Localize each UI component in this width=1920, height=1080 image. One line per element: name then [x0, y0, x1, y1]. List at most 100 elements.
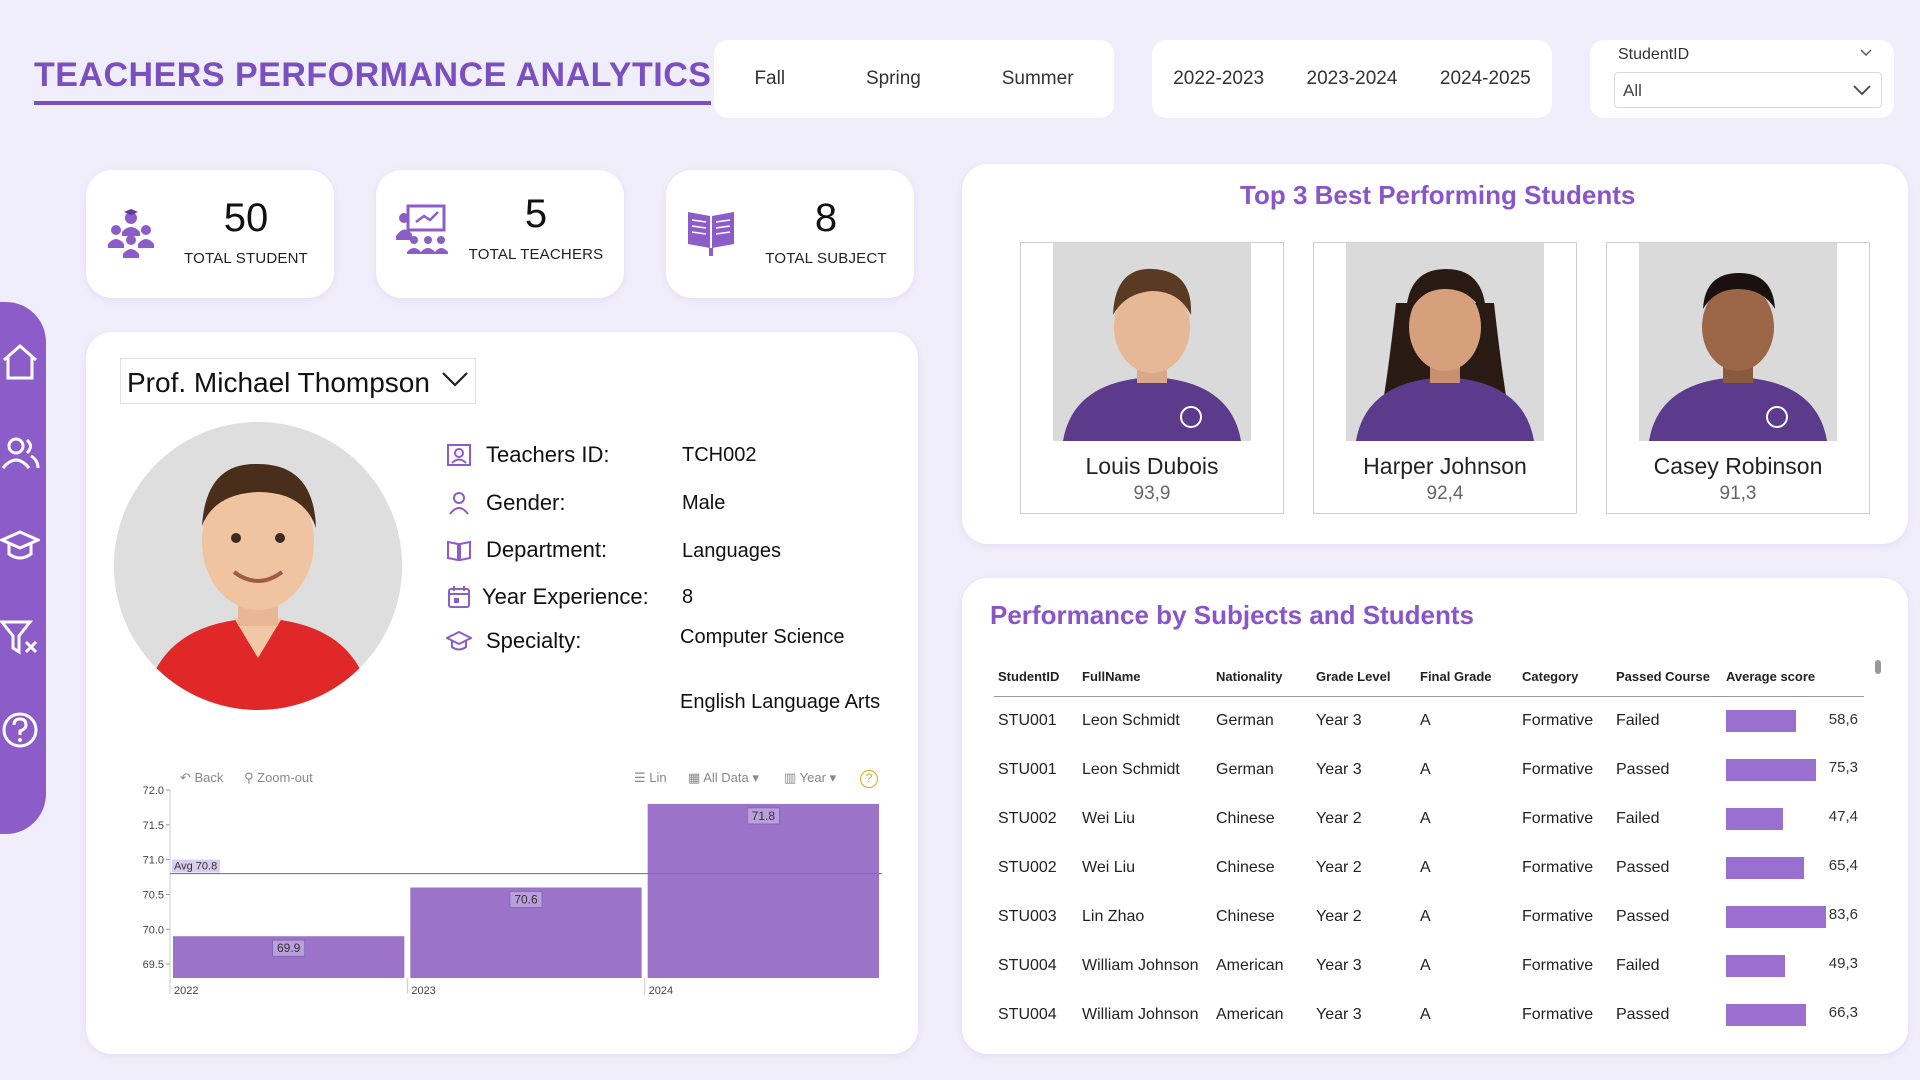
student-name: Harper Johnson — [1363, 453, 1527, 479]
student-name: Casey Robinson — [1653, 453, 1823, 479]
kpi-value: 50 — [223, 196, 269, 240]
kpi-value: 8 — [814, 196, 838, 240]
chart-help-button[interactable]: ? — [860, 770, 878, 788]
table-cell: Year 3 — [1316, 711, 1362, 729]
column-header[interactable]: Nationality — [1212, 658, 1312, 697]
field-label: Teachers ID: — [486, 442, 610, 467]
table-cell: Formative — [1522, 956, 1594, 974]
average-score-cell: 66,3 — [1722, 990, 1864, 1039]
bar-value-label: 71.8 — [752, 809, 776, 823]
table-cell: Year 3 — [1316, 760, 1362, 778]
users-icon[interactable] — [0, 434, 40, 474]
table-cell: American — [1216, 956, 1284, 974]
table-row[interactable]: STU001 Leon Schmidt German Year 3 A Formative… — [994, 745, 1864, 794]
average-score-by-year-chart: 72.0 71.5 71.0 70.5 70.0 69.5 69.9 2022 70.6 2023… — [143, 785, 882, 997]
year-2022-2023[interactable]: 2022-2023 — [1173, 68, 1265, 89]
score-bar-track — [1726, 709, 1826, 732]
table-row[interactable]: STU002 Wei Liu Chinese Year 2 A Formative Fail… — [994, 794, 1864, 843]
table-row[interactable]: STU004 William Johnson American Year 3 A Form… — [994, 941, 1864, 990]
table-row[interactable]: STU002 Wei Liu Chinese Year 2 A Formative Pass… — [994, 843, 1864, 892]
open-book-icon — [447, 540, 471, 562]
table-cell: STU001 — [998, 760, 1057, 778]
season-fall[interactable]: Fall — [754, 68, 786, 89]
table-cell: STU004 — [998, 1005, 1057, 1023]
student-id-label: StudentID — [1618, 46, 1690, 63]
student-name: Louis Dubois — [1085, 453, 1219, 479]
table-cell: Formative — [1522, 711, 1594, 729]
person-icon — [449, 492, 469, 515]
x-tick-label: 2022 — [174, 985, 198, 997]
teacher-dropdown[interactable]: Prof. Michael Thompson — [120, 358, 476, 404]
table-cell: Lin Zhao — [1082, 907, 1145, 925]
id-card-icon — [447, 444, 471, 466]
student-id-dropdown[interactable]: All — [1614, 72, 1882, 108]
student-portrait-icon — [1346, 243, 1544, 441]
score-bar — [1726, 807, 1783, 830]
column-header[interactable]: Passed Course — [1612, 658, 1722, 697]
field-label: Year Experience: — [482, 584, 649, 609]
student-id-slicer: StudentID All — [1590, 40, 1894, 118]
clear-filter-icon[interactable] — [0, 618, 40, 658]
top-student-card[interactable]: Harper Johnson 92,4 — [1313, 242, 1577, 514]
average-score-cell: 75,3 — [1722, 745, 1864, 794]
column-header[interactable]: Final Grade — [1416, 658, 1518, 697]
y-tick-label: 71.5 — [143, 820, 164, 832]
graduation-cap-icon[interactable] — [0, 526, 40, 566]
bar-value-box — [272, 939, 305, 957]
data-filter-dropdown[interactable]: ▦ All Data ▾ — [688, 770, 759, 785]
table-scrollbar[interactable] — [1875, 660, 1881, 674]
teacher-portrait-icon — [114, 422, 402, 710]
kpi-total-students: 50 TOTAL STUDENT — [86, 170, 334, 298]
back-button[interactable]: ↶ Back — [180, 770, 224, 785]
table-cell: Leon Schmidt — [1082, 711, 1180, 729]
zoom-out-button[interactable]: ⚲ Zoom-out — [244, 770, 313, 785]
year-2024-2025[interactable]: 2024-2025 — [1439, 68, 1531, 89]
table-cell: Passed — [1616, 760, 1670, 778]
home-icon[interactable] — [0, 342, 40, 382]
chevron-down-icon[interactable] — [1860, 46, 1872, 58]
chevron-down-icon — [442, 372, 468, 387]
group-dropdown[interactable]: ▥ Year ▾ — [784, 770, 837, 785]
y-tick-label: 69.5 — [143, 959, 164, 971]
bar-value-label: 69.9 — [277, 941, 301, 955]
magnifier-icon: ⚲ — [244, 770, 258, 785]
table-cell: Formative — [1522, 809, 1594, 827]
table-row[interactable]: STU004 William Johnson American Year 3 A Form… — [994, 990, 1864, 1039]
bar-value-box — [509, 891, 543, 908]
score-bar-track — [1726, 856, 1826, 879]
top-student-card[interactable]: Casey Robinson 91,3 — [1606, 242, 1870, 514]
column-header[interactable]: Grade Level — [1312, 658, 1416, 697]
y-tick-label: 71.0 — [143, 855, 164, 867]
table-cell: A — [1420, 956, 1431, 974]
graduation-cap-icon — [446, 630, 472, 651]
column-header[interactable]: FullName — [1078, 658, 1212, 697]
average-score-cell: 47,4 — [1722, 794, 1864, 843]
help-icon[interactable] — [0, 710, 40, 750]
year-2023-2024[interactable]: 2023-2024 — [1306, 68, 1398, 89]
teacher-id-value: TCH002 — [682, 444, 757, 466]
top-student-card[interactable]: Louis Dubois 93,9 — [1020, 242, 1284, 514]
table-row[interactable]: STU003 Lin Zhao Chinese Year 2 A Formative Pas… — [994, 892, 1864, 941]
score-bar-track — [1726, 954, 1826, 977]
student-score: 91,3 — [1719, 483, 1757, 504]
season-spring[interactable]: Spring — [865, 68, 921, 89]
table-row[interactable]: STU001 Leon Schmidt German Year 3 A Formative… — [994, 696, 1864, 745]
student-id-value: All — [1623, 81, 1642, 100]
column-header[interactable]: Category — [1518, 658, 1612, 697]
score-bar — [1726, 905, 1826, 928]
scale-toggle[interactable]: ☰ Lin — [634, 770, 667, 785]
column-header[interactable]: StudentID — [994, 658, 1078, 697]
student-portrait-icon — [1639, 243, 1837, 441]
table-cell: American — [1216, 1005, 1284, 1023]
table-cell: Formative — [1522, 907, 1594, 925]
top3-title: Top 3 Best Performing Students — [1240, 180, 1636, 210]
page-title: TEACHERS PERFORMANCE ANALYTICS — [34, 56, 712, 105]
table-cell: STU001 — [998, 711, 1057, 729]
kpi-caption: TOTAL STUDENT — [184, 250, 308, 267]
column-header[interactable]: Average score — [1722, 658, 1864, 697]
table-cell: STU003 — [998, 907, 1057, 925]
season-summer[interactable]: Summer — [1001, 68, 1074, 89]
table-cell: Year 2 — [1316, 809, 1362, 827]
score-bar — [1726, 1003, 1806, 1026]
teacher-name: Prof. Michael Thompson — [127, 367, 430, 398]
